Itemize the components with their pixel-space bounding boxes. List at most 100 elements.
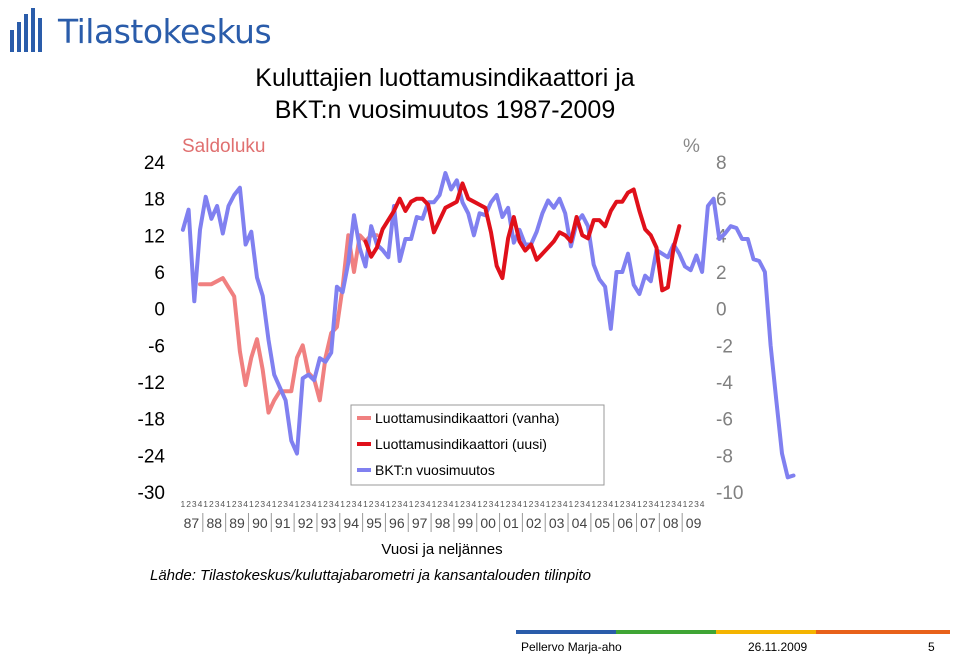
- quarter-label: 1: [180, 499, 185, 509]
- chart-title-line1: Kuluttajien luottamusindikaattori ja: [255, 64, 635, 92]
- year-label: 03: [549, 515, 565, 531]
- quarter-label: 4: [426, 499, 431, 509]
- right-tick-label: -10: [716, 483, 743, 504]
- year-label: 96: [389, 515, 405, 531]
- quarter-label: 2: [551, 499, 556, 509]
- quarter-label: 1: [226, 499, 231, 509]
- quarter-label: 4: [312, 499, 317, 509]
- source-note: Lähde: Tilastokeskus/kuluttajabarometri …: [150, 567, 591, 584]
- year-label: 88: [206, 515, 222, 531]
- quarter-label: 4: [403, 499, 408, 509]
- left-tick-label: -18: [138, 410, 165, 431]
- quarter-label: 1: [591, 499, 596, 509]
- quarter-label: 4: [289, 499, 294, 509]
- left-tick-label: 0: [154, 300, 165, 321]
- legend-box: [350, 404, 605, 486]
- left-tick-label: 18: [144, 190, 165, 211]
- quarter-label: 3: [238, 499, 243, 509]
- quarter-label: 4: [517, 499, 522, 509]
- year-label: 89: [229, 515, 245, 531]
- logo-text: Tilastokeskus: [58, 12, 272, 51]
- logo-mark-icon: [10, 8, 42, 52]
- left-tick-label: 24: [144, 153, 166, 174]
- quarter-label: 3: [283, 499, 288, 509]
- quarter-label: 2: [529, 499, 534, 509]
- quarter-label: 4: [540, 499, 545, 509]
- right-tick-label: 8: [716, 153, 727, 174]
- quarter-label: 1: [363, 499, 368, 509]
- right-tick-label: 2: [716, 263, 727, 284]
- right-tick-label: -6: [716, 410, 733, 431]
- year-label: 99: [458, 515, 474, 531]
- quarter-label: 2: [483, 499, 488, 509]
- year-label: 08: [663, 515, 679, 531]
- legend-label-2: Luottamusindikaattori (uusi): [375, 436, 547, 452]
- quarter-label: 2: [460, 499, 465, 509]
- quarter-label: 1: [614, 499, 619, 509]
- quarter-label: 3: [648, 499, 653, 509]
- series-line-1: [198, 233, 379, 415]
- year-label: 01: [503, 515, 519, 531]
- left-axis-title: Saldoluku: [182, 136, 265, 157]
- quarter-label: 3: [626, 499, 631, 509]
- quarter-label: 3: [352, 499, 357, 509]
- quarter-label: 4: [608, 499, 613, 509]
- quarter-label: 3: [260, 499, 265, 509]
- quarter-label: 3: [603, 499, 608, 509]
- quarter-label: 2: [437, 499, 442, 509]
- quarter-label: 3: [329, 499, 334, 509]
- quarter-label: 3: [511, 499, 516, 509]
- quarter-label: 4: [380, 499, 385, 509]
- right-tick-label: -2: [716, 336, 733, 357]
- quarter-label: 2: [574, 499, 579, 509]
- year-label: 93: [321, 515, 337, 531]
- quarter-label: 2: [643, 499, 648, 509]
- quarter-label: 4: [449, 499, 454, 509]
- quarter-label: 4: [700, 499, 705, 509]
- quarter-label: 1: [340, 499, 345, 509]
- quarter-label: 2: [688, 499, 693, 509]
- footer-page: 5: [928, 640, 935, 654]
- quarter-label: 3: [489, 499, 494, 509]
- quarter-label: 1: [523, 499, 528, 509]
- year-label: 07: [640, 515, 656, 531]
- legend-label-3: BKT:n vuosimuutos: [375, 462, 495, 478]
- quarter-label: 2: [346, 499, 351, 509]
- year-label: 00: [480, 515, 496, 531]
- quarter-label: 4: [586, 499, 591, 509]
- quarter-label: 3: [215, 499, 220, 509]
- quarter-label: 1: [660, 499, 665, 509]
- footer-bar-blue: [516, 630, 616, 634]
- quarter-label: 2: [232, 499, 237, 509]
- right-axis-title: %: [683, 136, 700, 157]
- quarter-label: 4: [198, 499, 203, 509]
- quarter-label: 4: [266, 499, 271, 509]
- quarter-label: 3: [192, 499, 197, 509]
- quarter-label: 3: [694, 499, 699, 509]
- quarter-label: 3: [580, 499, 585, 509]
- left-tick-label: -12: [138, 373, 165, 394]
- quarter-label: 2: [277, 499, 282, 509]
- quarter-label: 4: [631, 499, 636, 509]
- x-axis-title: Vuosi ja neljännes: [381, 541, 502, 558]
- left-tick-label: -30: [138, 483, 165, 504]
- quarter-label: 1: [295, 499, 300, 509]
- quarter-label: 1: [409, 499, 414, 509]
- quarter-label: 1: [454, 499, 459, 509]
- quarter-label: 3: [557, 499, 562, 509]
- quarter-label: 3: [397, 499, 402, 509]
- quarter-label: 3: [306, 499, 311, 509]
- chart-title: Kuluttajien luottamusindikaattori ja BKT…: [180, 62, 710, 126]
- quarter-label: 3: [375, 499, 380, 509]
- year-label: 92: [298, 515, 314, 531]
- quarter-label: 4: [677, 499, 682, 509]
- quarter-label: 4: [335, 499, 340, 509]
- series-line-2: [363, 181, 682, 293]
- quarter-label: 1: [477, 499, 482, 509]
- year-label: 98: [435, 515, 451, 531]
- right-tick-label: -8: [716, 446, 733, 467]
- quarter-label: 1: [203, 499, 208, 509]
- right-tick-label: -4: [716, 373, 733, 394]
- year-label: 04: [572, 515, 588, 531]
